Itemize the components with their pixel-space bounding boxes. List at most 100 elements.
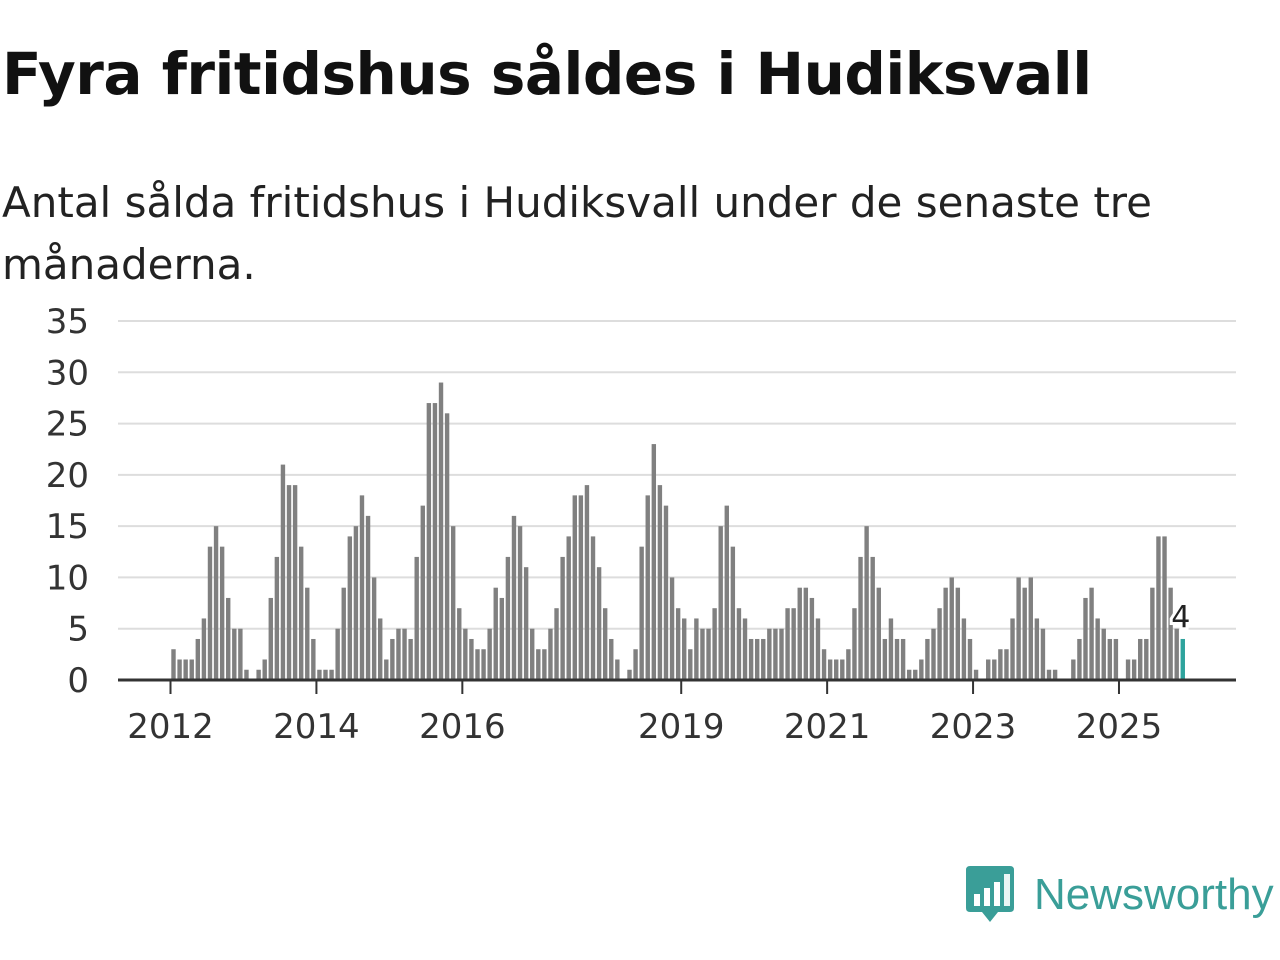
bar: [609, 638, 614, 680]
bar: [1052, 669, 1058, 680]
bar: [262, 659, 267, 680]
bar: [675, 608, 681, 680]
brand-name: Newsworthy: [1034, 870, 1274, 919]
bar: [1004, 649, 1009, 680]
bar: [986, 659, 991, 680]
bar: [718, 526, 723, 680]
bar: [645, 495, 650, 680]
bar: [627, 669, 632, 680]
bar: [475, 649, 480, 680]
bar: [1162, 536, 1167, 680]
x-tick-label: 2023: [930, 707, 1017, 747]
bar: [536, 649, 541, 680]
bar: [913, 669, 918, 680]
x-tick-label: 2014: [273, 707, 360, 747]
bar: [390, 638, 395, 680]
bar: [1016, 577, 1021, 680]
bar: [298, 546, 304, 680]
x-tick-label: 2016: [419, 707, 506, 747]
bar: [469, 638, 474, 680]
highlight-value-label: 4: [1171, 600, 1190, 635]
y-tick-label: 5: [67, 610, 89, 650]
bar: [311, 638, 316, 680]
bar: [1089, 587, 1094, 680]
bar: [1107, 638, 1113, 680]
bar: [1077, 638, 1082, 680]
bar: [1144, 638, 1149, 680]
bar: [779, 628, 784, 680]
bar: [256, 669, 261, 680]
bar: [226, 597, 231, 680]
bar-highlight: [1180, 638, 1185, 680]
bar: [238, 628, 243, 680]
bar: [590, 536, 596, 680]
bar: [1113, 638, 1119, 680]
bar: [657, 485, 663, 680]
bar: [450, 526, 456, 680]
bar: [767, 628, 772, 680]
bar: [840, 659, 845, 680]
bar: [341, 587, 346, 680]
bar: [268, 597, 273, 680]
bar: [292, 485, 298, 680]
bar: [706, 628, 711, 680]
bar: [493, 587, 498, 680]
bar: [1150, 587, 1155, 680]
bar: [1101, 628, 1106, 680]
bar: [748, 638, 754, 680]
bar: [846, 649, 851, 680]
bar: [347, 536, 353, 680]
bar: [1046, 669, 1052, 680]
bar: [323, 669, 328, 680]
bar: [359, 495, 365, 680]
bar: [797, 587, 802, 680]
bar: [414, 556, 419, 680]
bar: [371, 577, 377, 680]
x-tick-label: 2021: [784, 707, 871, 747]
bar: [183, 659, 188, 680]
bar: [900, 638, 906, 680]
bar: [669, 577, 675, 680]
bar: [201, 618, 207, 680]
bar: [712, 608, 717, 680]
x-tick-label: 2012: [127, 707, 214, 747]
x-tick-label: 2019: [638, 707, 725, 747]
bar: [432, 403, 438, 680]
bar: [998, 649, 1003, 680]
bar: [809, 597, 815, 680]
bar: [457, 608, 462, 680]
bar: [688, 649, 693, 680]
bar: [961, 618, 967, 680]
bar: [523, 567, 529, 680]
bar: [353, 526, 359, 680]
bar: [213, 526, 219, 680]
bar: [554, 608, 559, 680]
bar: [852, 608, 857, 680]
bar: [517, 526, 523, 680]
bar: [700, 628, 705, 680]
bar: [560, 556, 565, 680]
bar: [396, 628, 401, 680]
bar: [317, 669, 322, 680]
bar: [694, 618, 699, 680]
bar: [274, 556, 280, 680]
bar: [651, 444, 657, 680]
brand: Newsworthy: [964, 864, 1274, 926]
bar: [499, 597, 505, 680]
bar: [943, 587, 948, 680]
bar: [487, 628, 492, 680]
bar: [1083, 597, 1088, 680]
bar: [578, 495, 584, 680]
bar: [378, 618, 383, 680]
bar: [1138, 638, 1143, 680]
bar: [724, 505, 729, 680]
bar: [1125, 659, 1131, 680]
bar: [426, 403, 432, 680]
bar: [420, 505, 425, 680]
bar: [992, 659, 997, 680]
bar: [329, 669, 334, 680]
bar: [906, 669, 912, 680]
bar: [1168, 587, 1173, 680]
y-tick-label: 25: [46, 405, 89, 445]
